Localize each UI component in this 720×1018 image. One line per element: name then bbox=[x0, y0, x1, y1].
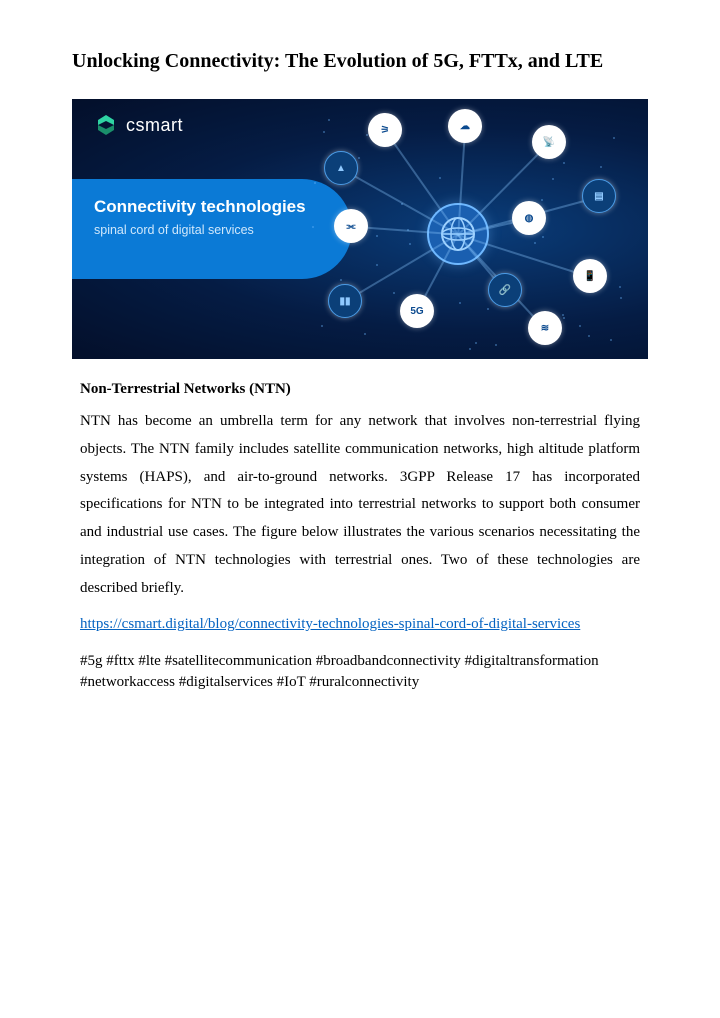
wifi-icon: ≋ bbox=[528, 311, 562, 345]
logo-text: csmart bbox=[126, 115, 183, 136]
page-title: Unlocking Connectivity: The Evolution of… bbox=[72, 48, 648, 75]
cloud-icon: ☁ bbox=[448, 109, 482, 143]
logo-mark-icon bbox=[94, 113, 118, 137]
share-icon: ⫘ bbox=[334, 209, 368, 243]
link-icon: 🔗 bbox=[488, 273, 522, 307]
globe-small-icon: ◍ bbox=[512, 201, 546, 235]
signal-icon: ▮▮ bbox=[328, 284, 362, 318]
hashtags: #5g #fttx #lte #satellitecommunication #… bbox=[80, 651, 640, 693]
cell-icon: ▲ bbox=[324, 151, 358, 185]
hero-banner: csmart Connectivity technologies spinal … bbox=[72, 99, 648, 359]
phone-icon: 📱 bbox=[573, 259, 607, 293]
source-link[interactable]: https://csmart.digital/blog/connectivity… bbox=[80, 614, 640, 635]
satellite-icon: 📡 bbox=[532, 125, 566, 159]
tower-icon: ⚞ bbox=[368, 113, 402, 147]
body-paragraph: NTN has become an umbrella term for any … bbox=[80, 408, 640, 602]
fiveg-icon: 5G bbox=[400, 294, 434, 328]
network-diagram: ⚞ ☁ 📡 ▤ 📱 ≋🔗 5G ▮▮ ⫘ ▲ ◍ bbox=[288, 109, 628, 349]
sim-icon: ▤ bbox=[582, 179, 616, 213]
section-heading: Non-Terrestrial Networks (NTN) bbox=[80, 381, 640, 398]
brand-logo: csmart bbox=[94, 113, 183, 137]
